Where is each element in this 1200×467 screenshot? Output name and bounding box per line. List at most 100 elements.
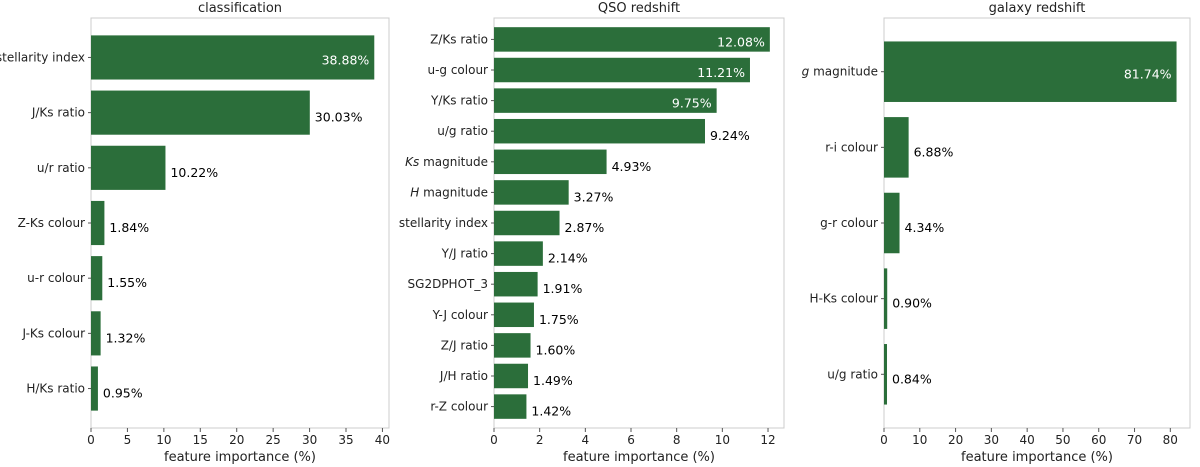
bar [884,41,1177,102]
bar [884,268,888,329]
bar [91,145,166,190]
x-tick-label: 30 [302,433,317,447]
data-label: 0.90% [892,296,932,311]
data-label: 2.87% [565,220,605,235]
data-label: 9.24% [710,128,750,143]
category-label: Y-J colour [432,308,488,322]
bar [494,180,569,205]
category-label: Z-Ks colour [18,216,85,230]
category-label: Z/Ks ratio [430,32,488,46]
x-tick-label: 70 [1127,433,1142,447]
x-tick-label: 10 [715,433,730,447]
category-label: g magnitude [802,65,878,79]
chart-panel-0: classification stellarity index 38.88% J/Ks… [0,1,390,465]
x-tick-label: 0 [880,433,888,447]
category-label: u/g ratio [437,124,488,138]
x-tick-label: 15 [193,433,208,447]
x-tick-label: 8 [673,433,681,447]
data-label: 1.42% [531,404,571,419]
bar [884,344,888,405]
x-tick-label: 12 [760,433,775,447]
bar [494,363,529,389]
x-axis-label: feature importance (%) [164,450,316,465]
data-label: 4.93% [612,159,652,174]
bar [884,192,900,254]
x-tick-label: 35 [338,433,353,447]
chart-title: QSO redshift [598,1,680,16]
category-label: Y/J ratio [441,247,488,261]
category-label: H-Ks colour [810,292,879,306]
data-label: 3.27% [574,189,614,204]
data-label: 1.75% [539,312,579,327]
bar [91,90,310,135]
bar [494,302,534,328]
x-tick-label: 6 [627,433,635,447]
bar [91,200,105,246]
category-label: g-r colour [820,216,878,230]
bar [494,27,770,52]
bar [494,118,705,144]
data-label: 2.14% [548,251,588,266]
bar [91,256,103,301]
bar [494,149,607,175]
x-tick-label: 80 [1163,433,1178,447]
x-tick-label: 20 [229,433,244,447]
data-label: 1.60% [536,342,576,357]
x-axis-label: feature importance (%) [961,450,1113,465]
x-tick-label: 50 [1055,433,1070,447]
x-tick-label: 20 [948,433,963,447]
x-tick-label: 5 [124,433,132,447]
data-label: 10.22% [170,165,218,180]
x-axis-label: feature importance (%) [563,450,715,465]
x-tick-label: 25 [266,433,281,447]
category-label: H/Ks ratio [26,382,85,396]
data-label: 1.91% [543,281,583,296]
category-label: J/H ratio [439,369,488,383]
category-label: Y/Ks ratio [430,94,488,108]
category-label: u/g ratio [827,367,878,381]
x-tick-label: 40 [375,433,390,447]
chart-panel-1: QSO redshift Z/Ks ratio 12.08% u-g colour 11… [399,1,785,465]
category-label: u-r colour [27,271,85,285]
category-label: u/r ratio [37,161,85,175]
data-label: 9.75% [672,96,712,111]
category-label: stellarity index [0,50,85,64]
data-label: 6.88% [914,144,954,159]
bar [91,35,375,80]
data-label: 4.34% [905,220,945,235]
bar [494,241,543,266]
category-label: r-i colour [825,140,878,154]
category-label: J-Ks colour [21,326,85,340]
x-tick-label: 0 [87,433,95,447]
data-label: 12.08% [717,34,765,49]
x-tick-label: 2 [536,433,544,447]
category-label: r-Z colour [430,400,488,414]
bar [884,117,909,178]
category-label: SG2DPHOT_3 [408,277,488,291]
category-label: Z/J ratio [441,338,488,352]
x-tick-label: 30 [984,433,999,447]
x-tick-label: 10 [912,433,927,447]
category-label: Ks magnitude [405,155,488,169]
bar [494,88,717,113]
x-tick-label: 0 [490,433,498,447]
data-label: 0.95% [103,386,143,401]
bar [494,333,531,358]
data-label: 11.21% [697,65,745,80]
data-label: 30.03% [315,110,363,125]
data-label: 1.32% [106,330,146,345]
bar [494,394,527,419]
data-label: 38.88% [322,52,370,67]
chart-title: galaxy redshift [989,1,1086,16]
category-label: u-g colour [427,63,488,77]
chart-title: classification [198,1,282,16]
data-label: 1.49% [533,373,573,388]
bar [91,311,101,356]
category-label: J/Ks ratio [31,106,85,120]
bar [91,366,98,411]
data-label: 1.55% [107,275,147,290]
x-tick-label: 10 [156,433,171,447]
x-tick-label: 40 [1020,433,1035,447]
bar [494,271,538,297]
x-tick-label: 4 [582,433,590,447]
